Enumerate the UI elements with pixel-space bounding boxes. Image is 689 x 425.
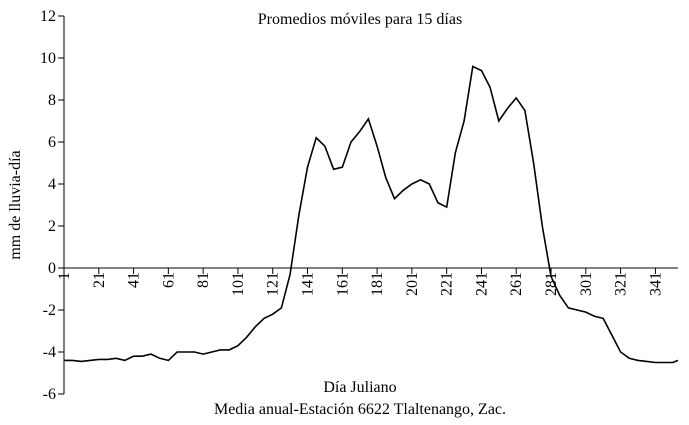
y-tick-label: 10 (40, 50, 56, 67)
x-tick-label: 121 (265, 272, 282, 296)
y-tick-label: -2 (43, 302, 56, 319)
x-axis-label: Día Juliano (323, 379, 396, 396)
x-tick-label: 201 (404, 272, 421, 296)
x-tick-label: 321 (613, 272, 630, 296)
x-tick-label: 281 (543, 272, 560, 296)
y-tick-label: -6 (43, 386, 56, 403)
y-tick-label: 2 (48, 218, 56, 235)
x-tick-label: 81 (195, 272, 212, 288)
x-tick-label: 21 (91, 272, 108, 288)
x-tick-label: 261 (508, 272, 525, 296)
x-tick-label: 241 (473, 272, 490, 296)
y-axis-label: mm de lluvia-día (7, 150, 24, 259)
x-tick-label: 221 (439, 272, 456, 296)
x-tick-label: 1 (56, 272, 73, 280)
x-tick-label: 341 (647, 272, 664, 296)
y-tick-label: 6 (48, 134, 56, 151)
x-tick-label: 141 (300, 272, 317, 296)
data-line (64, 65, 679, 364)
y-tick-label: 4 (48, 176, 56, 193)
y-tick-label: 0 (48, 260, 56, 277)
x-tick-label: 181 (369, 272, 386, 296)
y-tick-label: -4 (43, 344, 56, 361)
chart-title: Promedios móviles para 15 días (258, 11, 462, 28)
x-tick-label: 301 (578, 272, 595, 296)
y-tick-label: 8 (48, 92, 56, 109)
x-tick-label: 61 (160, 272, 177, 288)
y-tick-label: 12 (40, 8, 56, 25)
x-tick-label: 41 (126, 272, 143, 288)
x-tick-label: 161 (334, 272, 351, 296)
x-tick-label: 101 (230, 272, 247, 296)
note: Media anual-Estación 6622 Tlaltenango, Z… (214, 401, 506, 418)
